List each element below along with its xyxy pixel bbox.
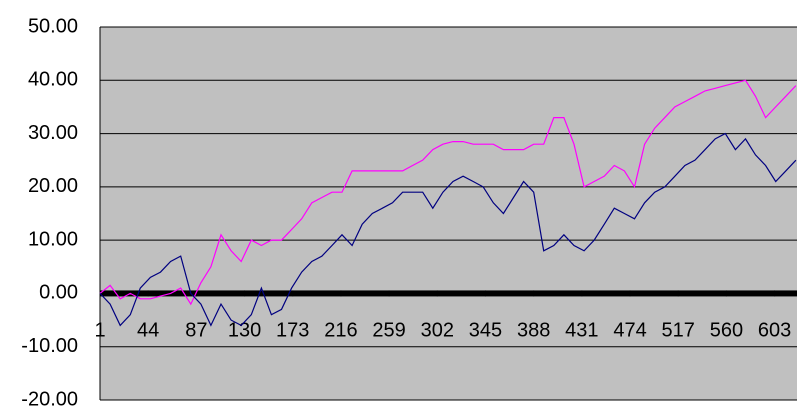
x-tick-label: 345 [469, 320, 502, 342]
x-tick-label: 603 [758, 320, 791, 342]
plot-area [100, 27, 797, 400]
y-tick-label: 50.00 [28, 15, 78, 37]
x-tick-label: 44 [137, 320, 159, 342]
x-tick-label: 216 [324, 320, 357, 342]
x-tick-label: 130 [228, 320, 261, 342]
y-tick-label: 30.00 [28, 122, 78, 144]
y-tick-label: 0.00 [39, 282, 78, 304]
x-tick-label: 87 [185, 320, 207, 342]
y-tick-label: -20.00 [21, 388, 78, 410]
y-tick-label: 20.00 [28, 175, 78, 197]
x-tick-label: 517 [662, 320, 695, 342]
y-tick-label: 10.00 [28, 228, 78, 250]
y-tick-label: -10.00 [21, 335, 78, 357]
x-tick-label: 1 [94, 320, 105, 342]
series-line [99, 79, 797, 306]
x-tick-label: 560 [710, 320, 743, 342]
x-tick-label: 173 [276, 320, 309, 342]
x-tick-label: 388 [517, 320, 550, 342]
x-tick-label: 302 [421, 320, 454, 342]
x-tick-label: 259 [372, 320, 405, 342]
y-tick-label: 40.00 [28, 69, 78, 91]
x-tick-label: 474 [613, 320, 646, 342]
series-line [99, 132, 797, 327]
x-axis-band [100, 290, 797, 297]
x-tick-label: 431 [565, 320, 598, 342]
